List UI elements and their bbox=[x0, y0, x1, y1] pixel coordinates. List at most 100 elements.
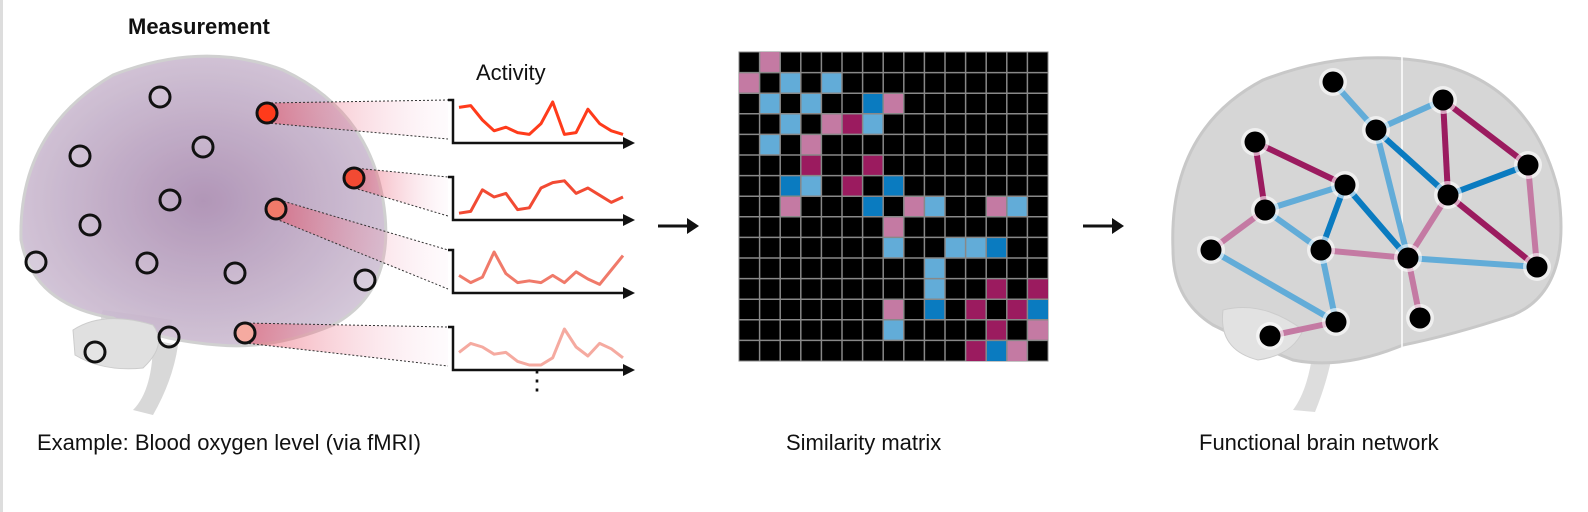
network-node bbox=[1526, 256, 1548, 278]
matrix-cell bbox=[821, 113, 842, 135]
network-edge bbox=[1373, 129, 1411, 259]
network-graph bbox=[1197, 68, 1551, 350]
matrix-cell bbox=[780, 113, 801, 135]
more-traces-ellipsis: ⋮ bbox=[524, 365, 550, 395]
matrix-cell bbox=[800, 175, 822, 197]
matrix-cell bbox=[800, 134, 822, 155]
matrix-cell bbox=[1006, 299, 1028, 320]
matrix-cell bbox=[800, 155, 822, 176]
matrix-cell bbox=[1006, 196, 1028, 217]
brain-region-marker bbox=[24, 250, 48, 274]
axis-arrow-icon bbox=[623, 364, 635, 376]
matrix-cell bbox=[1027, 299, 1048, 320]
projection-guide bbox=[353, 187, 449, 217]
brain-region-marker bbox=[83, 340, 107, 364]
matrix-cell bbox=[924, 196, 945, 217]
matrix-cell bbox=[780, 196, 801, 217]
network-caption: Functional brain network bbox=[1199, 430, 1439, 455]
brain-region-marker bbox=[78, 213, 102, 237]
active-region-marker bbox=[342, 166, 366, 190]
matrix-caption: Similarity matrix bbox=[786, 430, 942, 455]
activity-plot-axes bbox=[448, 325, 628, 372]
matrix-cell bbox=[862, 196, 884, 217]
matrix-cell bbox=[759, 52, 781, 73]
brain-region-marker bbox=[223, 261, 247, 285]
matrix-cell bbox=[986, 278, 1007, 300]
matrix-cell bbox=[821, 72, 842, 94]
matrix-cell bbox=[986, 196, 1007, 217]
network-edge bbox=[1440, 99, 1451, 196]
activity-trace bbox=[458, 100, 624, 136]
projection-beam bbox=[276, 199, 448, 289]
network-node bbox=[1254, 199, 1276, 221]
matrix-cell bbox=[800, 93, 822, 114]
matrix-cell bbox=[883, 237, 904, 258]
projection-beam bbox=[245, 323, 448, 366]
matrix-cell bbox=[883, 93, 904, 114]
network-node bbox=[1244, 131, 1266, 153]
network-node bbox=[1517, 154, 1539, 176]
activity-plot-axes bbox=[448, 248, 628, 295]
projection-beam bbox=[354, 168, 448, 216]
matrix-cell bbox=[924, 258, 945, 279]
active-region-marker bbox=[264, 197, 288, 221]
matrix-cell bbox=[924, 299, 945, 320]
matrix-cell bbox=[883, 175, 904, 197]
activity-trace bbox=[458, 179, 624, 215]
network-edge bbox=[1373, 127, 1451, 198]
network-edge bbox=[1441, 97, 1530, 168]
matrix-cell bbox=[1027, 278, 1048, 300]
matrix-cell bbox=[1006, 340, 1028, 361]
network-node bbox=[1365, 119, 1387, 141]
network-edge bbox=[1209, 247, 1338, 325]
matrix-cell bbox=[945, 237, 966, 258]
network-node bbox=[1259, 325, 1281, 347]
network-node bbox=[1432, 89, 1454, 111]
matrix-cell bbox=[842, 175, 863, 197]
matrix-cell bbox=[883, 299, 904, 320]
measurement-caption: Example: Blood oxygen level (via fMRI) bbox=[37, 430, 421, 455]
matrix-cell bbox=[780, 72, 801, 94]
network-node bbox=[1200, 239, 1222, 261]
activity-label: Activity bbox=[476, 60, 546, 85]
axis-arrow-icon bbox=[623, 137, 635, 149]
brain-region-marker bbox=[135, 251, 159, 275]
brain-region-marker bbox=[157, 325, 181, 349]
network-node bbox=[1322, 71, 1344, 93]
matrix-cell bbox=[759, 93, 781, 114]
matrix-cell bbox=[862, 93, 884, 114]
measurement-brain bbox=[19, 54, 388, 415]
matrix-cell bbox=[883, 216, 904, 238]
activity-trace bbox=[458, 250, 625, 286]
brain-region-marker bbox=[191, 135, 215, 159]
matrix-cell bbox=[965, 237, 987, 258]
network-node bbox=[1310, 239, 1332, 261]
matrix-cell bbox=[862, 113, 884, 135]
network-node bbox=[1334, 174, 1356, 196]
matrix-cell bbox=[883, 319, 904, 341]
activity-trace bbox=[458, 327, 624, 367]
matrix-cell bbox=[759, 134, 781, 155]
matrix-cell bbox=[780, 175, 801, 197]
matrix-cell bbox=[986, 340, 1007, 361]
projection-guide bbox=[275, 218, 449, 290]
similarity-matrix bbox=[738, 51, 1049, 362]
active-region-marker bbox=[233, 321, 257, 345]
matrix-cell bbox=[965, 340, 987, 361]
matrix-cell bbox=[739, 72, 760, 94]
matrix-cell bbox=[903, 196, 925, 217]
brain-region-marker bbox=[148, 85, 172, 109]
brain-region-marker bbox=[353, 268, 377, 292]
network-node bbox=[1397, 247, 1419, 269]
arrow-to-matrix-icon bbox=[658, 218, 699, 234]
measurement-title: Measurement bbox=[128, 14, 270, 39]
active-region-marker bbox=[255, 101, 279, 125]
network-edge bbox=[1446, 162, 1530, 198]
matrix-cell bbox=[842, 113, 863, 135]
projection-guide bbox=[275, 198, 449, 251]
axis-arrow-icon bbox=[623, 214, 635, 226]
activity-plot-axes bbox=[448, 98, 628, 145]
brain-region-marker bbox=[68, 144, 92, 168]
network-edge bbox=[1525, 164, 1540, 268]
